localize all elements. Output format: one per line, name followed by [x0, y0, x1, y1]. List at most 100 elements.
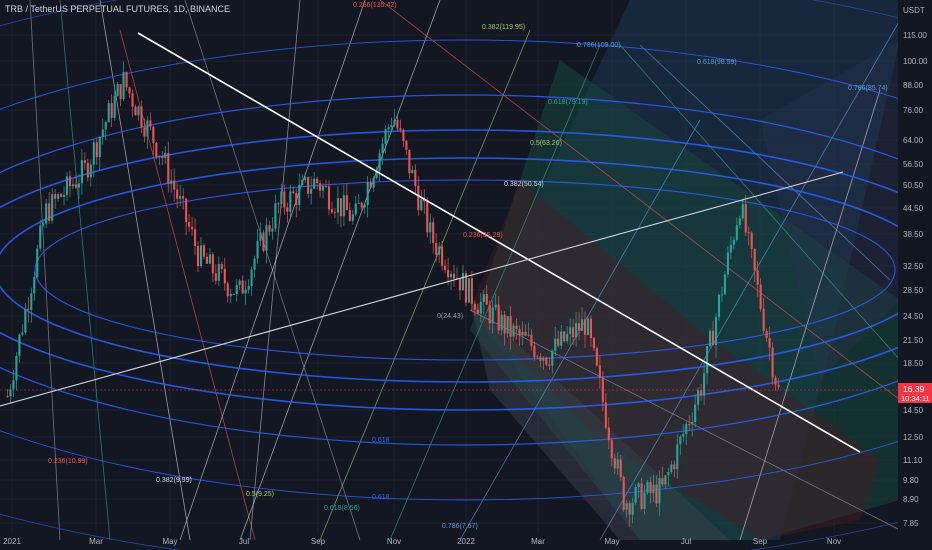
- price-tag: 16.39 10:34:11: [898, 383, 932, 403]
- fib-fan-line: [59, 0, 111, 541]
- candle-body: [450, 273, 453, 278]
- fib-level-label: 0(24.43): [437, 313, 463, 320]
- candle-body: [298, 184, 301, 206]
- candle-body: [36, 248, 39, 278]
- candle-body: [589, 318, 593, 339]
- candle-body: [396, 119, 399, 129]
- candle-body: [411, 169, 414, 174]
- candle-body: [74, 184, 77, 188]
- candle-body: [128, 87, 131, 94]
- candle-body: [137, 106, 140, 116]
- candle-body: [408, 149, 411, 174]
- candle-body: [65, 176, 69, 195]
- candle-body: [741, 204, 744, 219]
- fib-fan-line: [119, 29, 256, 541]
- fib-labels: 0.236(135.42) 0.382(119.95) 0.786(109.00) 0…: [48, 2, 888, 530]
- price-tick-label: 11.10: [903, 456, 923, 465]
- candle-body: [423, 199, 426, 202]
- price-tick-label: 88.00: [903, 81, 924, 90]
- candle-body: [667, 472, 670, 476]
- candle-body: [57, 194, 60, 199]
- candle-body: [747, 232, 750, 234]
- price-tick-label: 32.50: [903, 262, 924, 271]
- candle-body: [670, 464, 673, 473]
- price-tick-label: 18.50: [903, 359, 924, 368]
- candle-body: [354, 203, 357, 215]
- candle-body: [274, 203, 277, 229]
- candle-body: [494, 304, 497, 308]
- candle-body: [92, 142, 95, 165]
- candle-body: [711, 330, 715, 345]
- candle-body: [27, 308, 30, 310]
- fib-circle: [0, 39, 932, 501]
- fib-circle: [34, 179, 896, 361]
- candle-body: [134, 106, 137, 116]
- time-tick-label: Mar: [89, 537, 103, 546]
- candle-body: [390, 125, 393, 128]
- candle-body: [48, 203, 51, 221]
- candle-body: [131, 93, 134, 107]
- candle-body: [438, 246, 441, 255]
- candle-body: [24, 308, 27, 333]
- candle-body: [762, 308, 765, 331]
- time-tick-label: Sep: [753, 537, 768, 546]
- time-tick-label: May: [162, 537, 177, 546]
- fib-zone-red: [470, 180, 880, 540]
- price-axis[interactable]: USDT 115.00 100.00 88.00 76.00 64.00 56.50 50.5…: [903, 6, 928, 528]
- fib-fan-line: [389, 44, 601, 541]
- candle-body: [700, 390, 703, 396]
- candle-body: [313, 178, 316, 189]
- fib-channel-zones: [470, 0, 900, 540]
- candle-body: [202, 245, 206, 257]
- candle-body: [607, 427, 610, 441]
- candle-body: [536, 356, 539, 358]
- candle-body: [500, 314, 503, 331]
- candle-body: [366, 182, 369, 206]
- candle-body: [729, 244, 732, 253]
- candle-body: [71, 184, 75, 187]
- candle-body: [393, 119, 396, 126]
- candle-body: [30, 293, 33, 310]
- candle-body: [506, 316, 509, 334]
- candle-body: [479, 302, 482, 314]
- candle-body: [765, 330, 768, 338]
- price-tick-label: 9.80: [903, 476, 919, 485]
- fib-fan-line: [739, 89, 881, 541]
- candle-body: [771, 347, 774, 378]
- candle-body: [566, 334, 569, 342]
- candle-body: [601, 377, 604, 403]
- candle-body: [476, 309, 479, 314]
- candle-body: [191, 226, 194, 230]
- time-axis[interactable]: 2021 Mar May Jul Sep Nov 2022 Mar May Jul Sep Nov: [3, 537, 841, 546]
- candle-body: [488, 304, 491, 324]
- fib-fan-line: [599, 19, 901, 541]
- candle-body: [664, 475, 667, 485]
- price-tick-label: 24.50: [903, 312, 924, 321]
- candle-body: [95, 142, 98, 158]
- candle-body: [637, 483, 640, 488]
- candle-body: [173, 180, 176, 190]
- candle-body: [247, 286, 250, 290]
- candle-body: [518, 329, 521, 336]
- candle-body: [452, 273, 456, 279]
- candle-body: [533, 345, 536, 358]
- candle-body: [726, 252, 729, 275]
- candle-body: [497, 304, 500, 331]
- candle-body: [703, 373, 706, 396]
- candle-body: [616, 459, 619, 469]
- candle-body: [301, 179, 304, 185]
- candle-body: [628, 503, 631, 515]
- candle-body: [310, 188, 313, 194]
- time-tick-label: 2022: [457, 537, 475, 546]
- candle-body: [265, 225, 268, 251]
- candle-body: [622, 476, 625, 510]
- fib-fan-line: [29, 0, 61, 541]
- fib-level-label: 0.382(119.95): [482, 24, 525, 31]
- candle-body: [491, 307, 494, 324]
- candle-body: [369, 182, 372, 188]
- candle-body: [9, 389, 12, 397]
- candle-body: [717, 294, 721, 318]
- candle-body: [405, 140, 408, 150]
